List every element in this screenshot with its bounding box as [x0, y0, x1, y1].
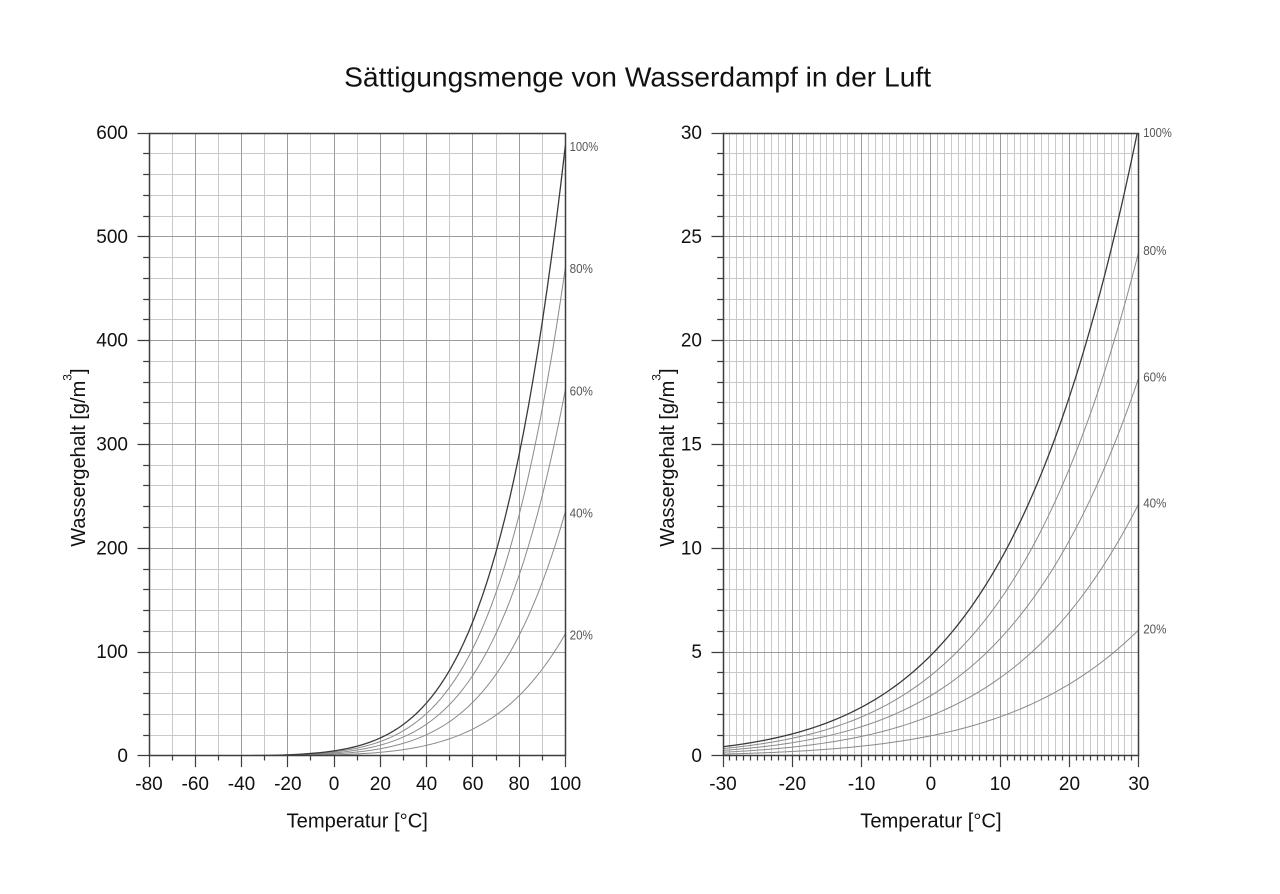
- svg-text:-80: -80: [135, 774, 162, 795]
- svg-text:Temperatur [°C]: Temperatur [°C]: [860, 810, 1001, 832]
- svg-text:100: 100: [550, 774, 582, 795]
- svg-text:5: 5: [691, 642, 702, 663]
- svg-text:400: 400: [96, 331, 128, 352]
- svg-text:40%: 40%: [1143, 495, 1167, 510]
- svg-text:Sättigungsmenge von Wasserdamp: Sättigungsmenge von Wasserdampf in der L…: [344, 61, 931, 92]
- svg-text:10: 10: [681, 538, 702, 559]
- svg-text:500: 500: [96, 227, 128, 248]
- svg-text:20: 20: [1059, 774, 1080, 795]
- svg-text:20%: 20%: [1143, 622, 1167, 637]
- svg-text:15: 15: [681, 434, 702, 455]
- svg-text:40: 40: [416, 774, 437, 795]
- svg-text:200: 200: [96, 538, 128, 559]
- svg-text:0: 0: [329, 774, 340, 795]
- svg-text:0: 0: [926, 774, 937, 795]
- svg-text:-20: -20: [779, 774, 806, 795]
- svg-text:600: 600: [96, 123, 128, 144]
- svg-text:100%: 100%: [570, 139, 599, 154]
- svg-text:30: 30: [681, 123, 702, 144]
- svg-text:100: 100: [96, 642, 128, 663]
- svg-text:40%: 40%: [570, 506, 594, 521]
- svg-text:10: 10: [990, 774, 1011, 795]
- svg-text:-60: -60: [182, 774, 209, 795]
- svg-text:20: 20: [370, 774, 391, 795]
- svg-text:0: 0: [691, 746, 702, 767]
- svg-text:20: 20: [681, 331, 702, 352]
- svg-text:60: 60: [462, 774, 483, 795]
- svg-text:-30: -30: [709, 774, 736, 795]
- svg-text:300: 300: [96, 434, 128, 455]
- svg-text:30: 30: [1128, 774, 1149, 795]
- svg-text:0: 0: [117, 746, 128, 767]
- svg-text:80: 80: [509, 774, 530, 795]
- svg-text:-10: -10: [848, 774, 875, 795]
- svg-text:Temperatur [°C]: Temperatur [°C]: [287, 810, 428, 832]
- svg-text:25: 25: [681, 227, 702, 248]
- svg-text:-40: -40: [228, 774, 255, 795]
- svg-text:80%: 80%: [1143, 243, 1167, 258]
- svg-text:60%: 60%: [1143, 369, 1167, 384]
- svg-text:60%: 60%: [570, 383, 594, 398]
- svg-text:100%: 100%: [1143, 125, 1172, 140]
- svg-text:-20: -20: [274, 774, 301, 795]
- svg-text:80%: 80%: [570, 261, 594, 276]
- svg-text:20%: 20%: [570, 628, 594, 643]
